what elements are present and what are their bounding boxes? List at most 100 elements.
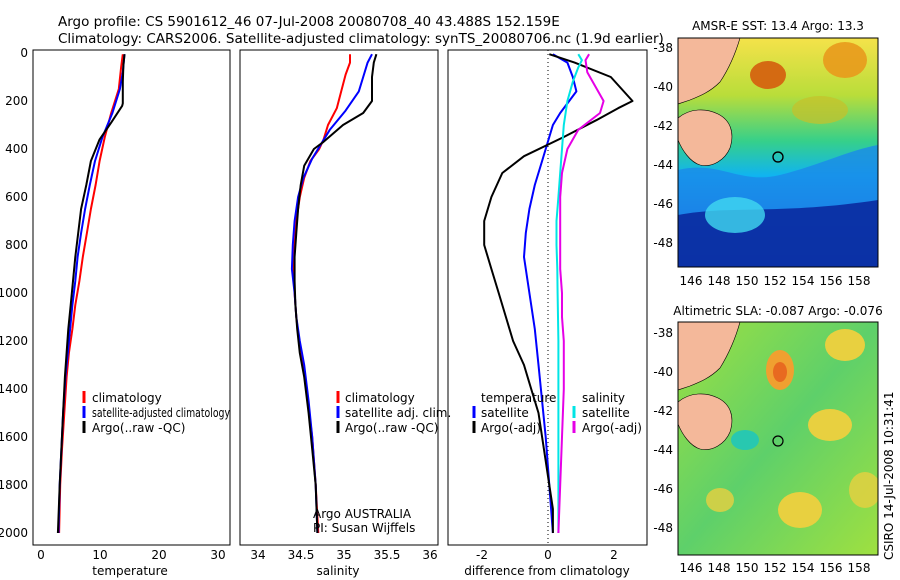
sla-map-image	[678, 322, 878, 555]
map-tick-label: -48	[653, 236, 673, 250]
series-layer	[56, 53, 634, 534]
sst-map-title: AMSR-E SST: 13.4 Argo: 13.3	[692, 19, 864, 33]
sst-map-frame	[677, 37, 879, 268]
map-tick-label: -44	[653, 443, 673, 457]
series-line-difference_panel-salinity-satellite	[555, 53, 583, 533]
legend-label: Argo(..raw -QC)	[345, 421, 438, 435]
x-tick-label: 34	[250, 548, 265, 562]
map-tick-label: 156	[820, 561, 843, 575]
series-line-difference_panel-temperature-satellite	[523, 53, 578, 534]
sla-map-frame	[677, 321, 879, 556]
x-tick-label: 36	[422, 548, 437, 562]
map-tick-label: -44	[653, 158, 673, 172]
series-line-salinity_panel-argo-raw-qc-	[293, 53, 378, 534]
map-tick-label: -40	[653, 80, 673, 94]
x-tick-label: 10	[92, 548, 107, 562]
map-tick-label: 150	[736, 561, 759, 575]
salinity-x-ticks: 34 34.5 35 35.5 36	[250, 548, 437, 562]
temperature-x-label: temperature	[92, 564, 167, 578]
salinity-legend: climatology satellite adj. clim. Argo(..…	[336, 391, 451, 435]
x-tick-label: 30	[210, 548, 225, 562]
legend-title-salinity: salinity	[582, 391, 625, 405]
difference-legend: temperature salinity satellite Argo(-adj…	[472, 391, 642, 435]
legend-title-temperature: temperature	[481, 391, 556, 405]
map-tick-label: 154	[792, 561, 815, 575]
map-tick-label: 146	[680, 274, 703, 288]
x-tick-label: -2	[476, 548, 488, 562]
y-tick-label: 800	[5, 238, 28, 252]
header-line-2: Climatology: CARS2006. Satellite-adjuste…	[58, 31, 664, 47]
legend-label: Argo(-adj)	[582, 421, 642, 435]
legend-label: climatology	[345, 391, 415, 405]
legend-label: Argo(-adj)	[481, 421, 541, 435]
series-line-difference_panel-salinity-argo-adj-	[557, 53, 605, 534]
legend-label: satellite	[582, 406, 630, 420]
y-tick-label: 2000	[0, 526, 28, 540]
y-tick-label: 1800	[0, 478, 28, 492]
map-tick-label: -46	[653, 482, 673, 496]
y-tick-label: 1200	[0, 334, 28, 348]
temperature-x-ticks: 0 10 20 30	[37, 548, 225, 562]
map-tick-label: 148	[708, 274, 731, 288]
series-line-temperature_panel-argo-raw-qc-	[56, 54, 126, 534]
difference-x-label: difference from climatology	[464, 564, 630, 578]
difference-x-ticks: -2 0 2	[476, 548, 618, 562]
map-tick-label: 152	[764, 561, 787, 575]
map-tick-label: 148	[708, 561, 731, 575]
y-tick-label: 400	[5, 142, 28, 156]
map-tick-label: 158	[848, 274, 871, 288]
x-tick-label: 20	[151, 548, 166, 562]
series-line-difference_panel-temperature-argo-adj-	[483, 53, 634, 533]
legend-label: satellite-adjusted climatology	[92, 406, 230, 420]
y-tick-labels: 0 200 400 600 800 1000 1200 1400 1600 18…	[0, 46, 28, 540]
x-tick-label: 0	[37, 548, 45, 562]
map-tick-label: -46	[653, 197, 673, 211]
map-tick-label: -38	[653, 41, 673, 55]
salinity-axes-frame	[239, 49, 439, 546]
temperature-legend: climatology satellite-adjusted climatolo…	[82, 391, 230, 435]
x-tick-label: 0	[544, 548, 552, 562]
map-tick-label: 146	[680, 561, 703, 575]
sla-map-title: Altimetric SLA: -0.087 Argo: -0.076	[673, 304, 882, 318]
sla-map-x-ticks: 146 148 150 152 154 156 158	[680, 561, 871, 575]
y-tick-label: 600	[5, 190, 28, 204]
x-tick-label: 2	[610, 548, 618, 562]
series-line-temperature_panel-satellite-adjusted-climatology	[57, 54, 126, 534]
y-tick-label: 1000	[0, 286, 28, 300]
map-tick-label: -42	[653, 404, 673, 418]
y-tick-label: 1600	[0, 430, 28, 444]
sst-map-x-ticks: 146 148 150 152 154 156 158	[680, 274, 871, 288]
legend-label: satellite adj. clim.	[345, 406, 451, 420]
map-tick-label: 154	[792, 274, 815, 288]
legend-label: climatology	[92, 391, 162, 405]
legend-label: satellite	[481, 406, 529, 420]
map-tick-label: -48	[653, 521, 673, 535]
temperature-axes-frame	[32, 49, 231, 546]
sst-map-y-ticks: -38 -40 -42 -44 -46 -48	[653, 41, 673, 250]
argo-location-marker	[772, 151, 784, 163]
map-tick-label: -38	[653, 326, 673, 340]
series-line-temperature_panel-climatology	[58, 54, 124, 534]
legend-label: Argo(..raw -QC)	[92, 421, 185, 435]
sla-map-y-ticks: -38 -40 -42 -44 -46 -48	[653, 326, 673, 535]
y-tick-label: 0	[20, 46, 28, 60]
series-line-salinity_panel-satellite-adj-clim-	[290, 53, 373, 534]
argo-annotation-line-1: Argo AUSTRALIA	[313, 507, 412, 521]
map-tick-label: 150	[736, 274, 759, 288]
x-tick-label: 35	[336, 548, 351, 562]
map-tick-label: 158	[848, 561, 871, 575]
argo-location-marker	[772, 435, 784, 447]
y-tick-label: 200	[5, 94, 28, 108]
salinity-x-label: salinity	[316, 564, 359, 578]
map-tick-label: 156	[820, 274, 843, 288]
map-tick-label: -42	[653, 119, 673, 133]
header-line-1: Argo profile: CS 5901612_46 07-Jul-2008 …	[58, 14, 560, 30]
footer-timestamp: CSIRO 14-Jul-2008 10:31:41	[882, 392, 896, 560]
sst-map-image	[678, 38, 878, 267]
map-tick-label: 152	[764, 274, 787, 288]
argo-annotation-line-2: PI: Susan Wijffels	[313, 521, 415, 535]
x-tick-label: 35.5	[374, 548, 401, 562]
x-tick-label: 34.5	[288, 548, 315, 562]
map-tick-label: -40	[653, 365, 673, 379]
